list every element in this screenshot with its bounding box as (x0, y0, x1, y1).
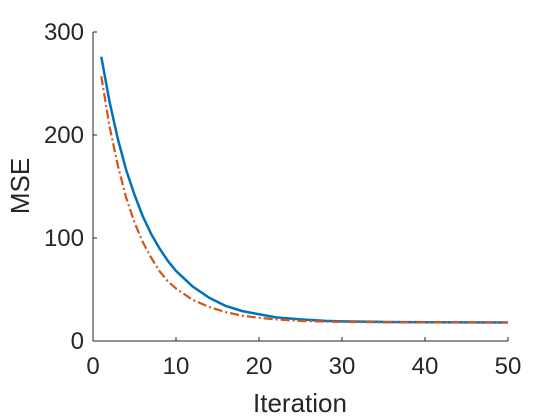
series-layer (100, 56, 509, 324)
y-ticks: 0 100 200 300 (44, 19, 97, 355)
y-tick-label: 300 (44, 19, 84, 46)
x-ticks: 0 10 20 30 40 50 (86, 337, 521, 380)
x-tick-label: 20 (246, 353, 273, 380)
series-line-2 (100, 76, 508, 324)
x-axis-title: Iteration (253, 388, 347, 418)
x-tick-label: 10 (163, 353, 190, 380)
y-tick-label: 0 (71, 328, 84, 355)
y-tick-label: 200 (44, 122, 84, 149)
y-tick-label: 100 (44, 225, 84, 252)
x-tick-label: 30 (329, 353, 356, 380)
y-axis-title: MSE (5, 158, 35, 214)
x-tick-label: 40 (412, 353, 439, 380)
x-tick-label: 50 (495, 353, 522, 380)
series-line-1 (100, 56, 509, 324)
x-tick-label: 0 (86, 353, 99, 380)
plot-area: 0 10 20 30 40 50 0 100 200 300 (44, 19, 521, 380)
